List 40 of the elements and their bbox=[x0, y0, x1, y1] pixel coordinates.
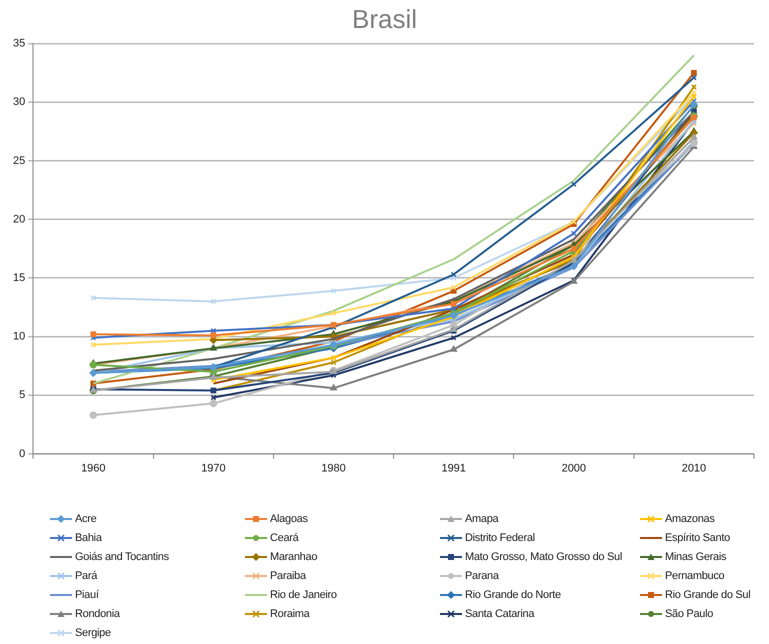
y-tick-label: 0 bbox=[19, 448, 26, 460]
y-tick-label: 20 bbox=[12, 213, 26, 226]
legend-label: Distrito Federal bbox=[465, 532, 535, 544]
y-tick-label: 25 bbox=[12, 154, 26, 167]
legend-label: Rio de Janeiro bbox=[270, 588, 337, 600]
y-tick-label: 15 bbox=[12, 272, 26, 284]
legend-label: Rio Grande do Norte bbox=[465, 588, 561, 600]
x-tick-label: 2000 bbox=[562, 462, 586, 474]
legend-label: Sergipe bbox=[75, 626, 111, 638]
legend-label: Bahia bbox=[75, 532, 102, 544]
x-tick-label: 1991 bbox=[441, 462, 466, 474]
legend-label: Acre bbox=[75, 512, 96, 524]
legend-label: Ceará bbox=[270, 532, 298, 544]
x-tick-label: 1980 bbox=[321, 462, 346, 474]
x-tick-label: 1960 bbox=[81, 462, 106, 474]
legend-label: Parana bbox=[465, 570, 499, 582]
legend-label: Rondonia bbox=[75, 608, 120, 620]
legend-label: Minas Gerais bbox=[665, 550, 726, 562]
y-tick-label: 35 bbox=[12, 38, 26, 50]
chart-title: Brasil bbox=[350, 4, 418, 35]
legend-label: Rio Grande do Sul bbox=[665, 588, 750, 600]
legend-label: Pará bbox=[75, 570, 98, 582]
legend-label: Espírito Santo bbox=[665, 532, 730, 544]
legend-label: Pernambuco bbox=[665, 570, 724, 582]
legend-label: Santa Catarina bbox=[465, 608, 534, 620]
x-tick-label: 2010 bbox=[682, 462, 706, 474]
legend-label: São Paulo bbox=[665, 608, 714, 620]
legend-label: Amazonas bbox=[665, 512, 715, 524]
y-tick-label: 30 bbox=[12, 96, 26, 108]
legend-label: Piauí bbox=[75, 588, 99, 600]
legend-label: Roraima bbox=[270, 608, 310, 620]
legend-label: Paraiba bbox=[270, 570, 306, 582]
y-tick-label: 5 bbox=[19, 389, 26, 402]
legend-label: Maranhao bbox=[270, 550, 318, 562]
legend-label: Goiás and Tocantins bbox=[75, 550, 169, 562]
y-tick-label: 10 bbox=[12, 330, 26, 343]
legend-label: Mato Grosso, Mato Grosso do Sul bbox=[465, 550, 622, 562]
legend-label: Amapa bbox=[465, 512, 498, 524]
x-tick-label: 1970 bbox=[201, 462, 226, 474]
legend-label: Alagoas bbox=[270, 512, 308, 524]
